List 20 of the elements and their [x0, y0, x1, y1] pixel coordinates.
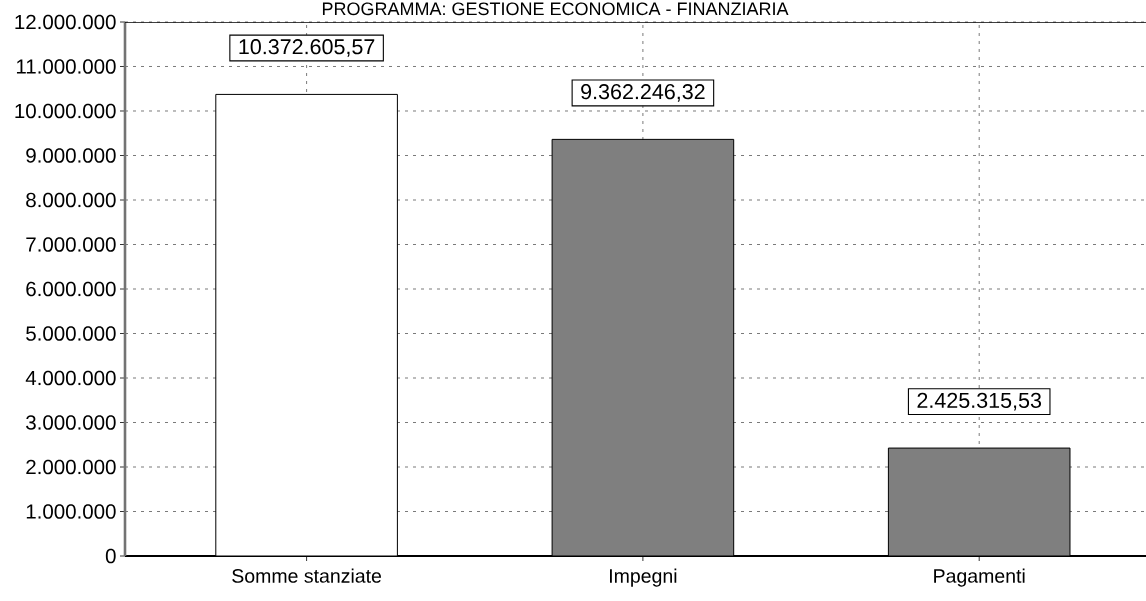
y-tick-label: 0	[105, 548, 116, 564]
y-tick-label: 11.000.000	[16, 59, 116, 74]
y-tick-label: 1.000.000	[26, 504, 116, 519]
x-tick-label: Somme stanziate	[232, 568, 382, 583]
data-label: 10.372.605,57	[239, 39, 375, 57]
y-tick-label: 4.000.000	[25, 370, 116, 386]
y-tick-label: 10.000.000	[15, 103, 116, 119]
y-tick-label: 3.000.000	[26, 415, 116, 430]
data-label: 2.425.315,53	[917, 392, 1042, 411]
y-tick-label: 9.000.000	[26, 148, 116, 163]
data-label: 9.362.246,32	[581, 84, 705, 102]
x-tick-label: Impegni	[610, 568, 677, 587]
y-tick-label: 2.000.000	[26, 459, 116, 475]
y-tick-label: 8.000.000	[26, 192, 116, 208]
y-tick-label: 5.000.000	[26, 326, 116, 341]
x-tick-label: Pagamenti	[934, 568, 1025, 587]
chart-title: PROGRAMMA: GESTIONE ECONOMICA - FINANZIARIA	[322, 2, 789, 16]
y-tick-label: 7.000.000	[26, 237, 116, 252]
y-tick-label: 12.000.000	[15, 14, 116, 30]
y-tick-label: 6.000.000	[26, 281, 116, 297]
